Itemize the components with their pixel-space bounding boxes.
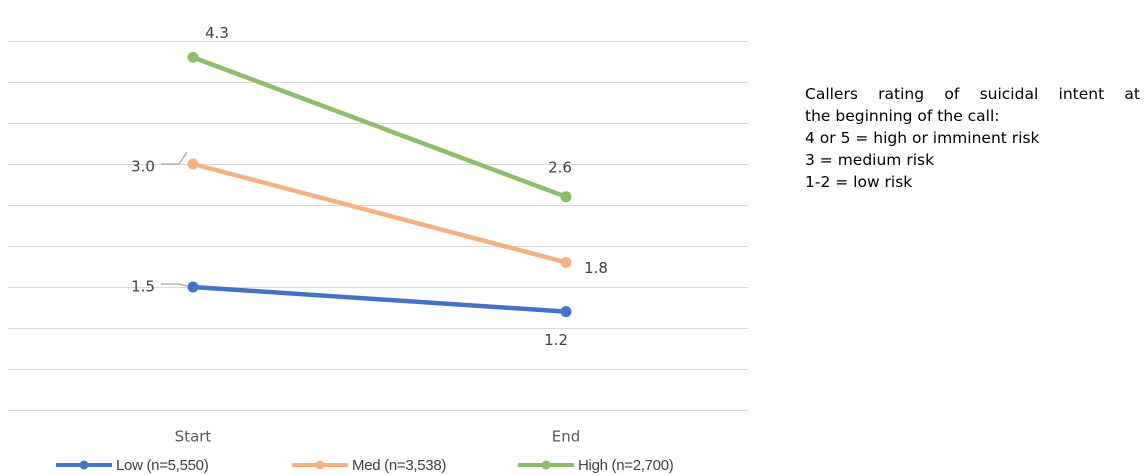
data-point-high-start — [187, 51, 199, 63]
legend-label-low: Low (n=5,550) — [116, 456, 209, 474]
label-leader-lines — [161, 151, 188, 287]
series-lines — [190, 55, 569, 314]
leader-line-low — [161, 283, 188, 287]
data-points — [187, 51, 572, 318]
data-label-med-end: 1.8 — [584, 259, 608, 277]
x-axis-tick-labels: Start End — [175, 428, 581, 446]
data-point-med-start — [187, 158, 199, 170]
annotation-line-5: 1-2 = low risk — [805, 173, 913, 191]
legend-swatch-high — [518, 460, 574, 470]
series-line-med — [190, 161, 569, 265]
data-point-low-end — [560, 306, 572, 318]
annotation-line-3: 4 or 5 = high or imminent risk — [805, 129, 1040, 147]
legend-swatch-low — [56, 460, 112, 470]
legend-item-low: Low (n=5,550) — [54, 455, 209, 475]
data-point-high-end — [560, 191, 572, 203]
data-label-med-start: 3.0 — [131, 158, 155, 176]
risk-annotation: Callers rating of suicidal intent at the… — [805, 83, 1145, 193]
gridlines — [8, 41, 748, 411]
data-label-high-end: 2.6 — [548, 158, 572, 176]
legend-label-high: High (n=2,700) — [578, 456, 674, 474]
data-label-high-start: 4.3 — [205, 24, 229, 42]
series-line-high — [190, 55, 569, 200]
data-labels: 1.5 1.2 3.0 1.8 4.3 2.6 — [131, 24, 608, 349]
x-tick-label-start: Start — [175, 428, 212, 446]
annotation-line-1: Callers rating of suicidal intent at — [805, 85, 1140, 103]
x-tick-label-end: End — [552, 428, 581, 446]
data-label-low-end: 1.2 — [544, 331, 568, 349]
data-label-low-start: 1.5 — [131, 278, 155, 296]
legend-swatch-med — [292, 460, 348, 470]
data-point-med-end — [560, 256, 572, 268]
leader-line-med — [161, 151, 188, 165]
legend-label-med: Med (n=3,538) — [352, 456, 447, 474]
legend-item-high: High (n=2,700) — [516, 455, 674, 475]
annotation-line-2: the beginning of the call: — [805, 107, 1000, 125]
legend-item-med: Med (n=3,538) — [290, 455, 446, 475]
chart-legend: Low (n=5,550) Med (n=3,538) High (n=2,70… — [0, 455, 760, 475]
data-point-low-start — [187, 281, 199, 293]
series-line-low — [190, 284, 569, 314]
annotation-line-4: 3 = medium risk — [805, 151, 935, 169]
